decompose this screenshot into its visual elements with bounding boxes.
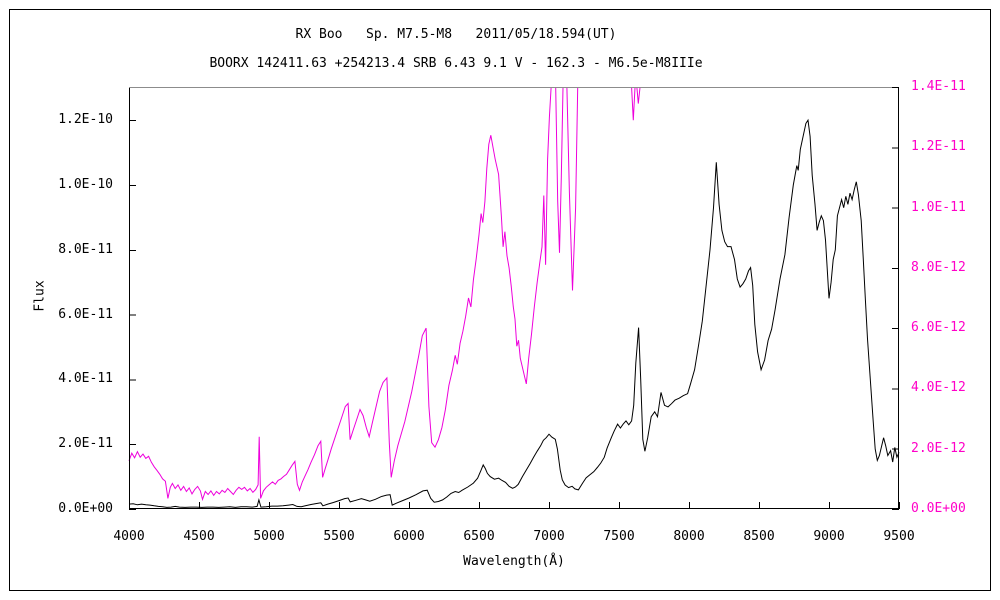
- y-left-tick-label: 1.2E-10: [58, 112, 113, 128]
- x-axis-tick-label: 7500: [603, 529, 635, 544]
- x-axis-tick-label: 9500: [883, 529, 915, 544]
- y-left-tick-label: 4.0E-11: [58, 371, 113, 387]
- plot-frame: [129, 87, 899, 509]
- x-axis-tick-label: 5500: [323, 529, 355, 544]
- x-axis-tick-label: 5000: [253, 529, 285, 544]
- spectrum-flux-magnified-right-axis-line: [128, 87, 641, 502]
- y-right-tick-label: 0.0E+00: [911, 501, 966, 516]
- outer-border: [9, 9, 991, 591]
- y-right-tick-label: 8.0E-12: [911, 259, 966, 275]
- x-axis-tick-label: 6000: [393, 529, 425, 544]
- y-right-tick-label: 4.0E-12: [911, 380, 966, 396]
- y-right-tick-label: 2.0E-12: [911, 440, 966, 456]
- y-left-tick-label: 0.0E+00: [58, 501, 113, 516]
- y-left-tick-label: 1.0E-10: [58, 177, 113, 192]
- y-left-tick-label: 8.0E-11: [58, 241, 113, 257]
- y-left-tick-label: 2.0E-11: [58, 436, 113, 452]
- x-axis-tick-label: 4000: [113, 529, 145, 544]
- spectrum-flux-left-axis-line: [128, 118, 900, 508]
- y-left-tick-label: 6.0E-11: [58, 306, 113, 322]
- y-right-tick-label: 6.0E-12: [911, 320, 966, 336]
- x-axis-tick-label: 8000: [673, 529, 705, 544]
- x-axis-title: Wavelength(Å): [463, 554, 565, 569]
- axis-ticks: [129, 87, 900, 510]
- x-axis-tick-label: 8500: [743, 529, 775, 544]
- x-axis-tick-label: 4500: [183, 529, 215, 544]
- x-axis-tick-label: 9000: [813, 529, 845, 544]
- y-right-tick-label: 1.2E-11: [911, 139, 966, 155]
- y-right-tick-label: 1.4E-11: [911, 79, 966, 94]
- chart-title-line2: BOORX 142411.63 +254213.4 SRB 6.43 9.1 V…: [209, 56, 703, 71]
- chart-title-line1: RX Boo Sp. M7.5-M8 2011/05/18.594(UT): [295, 27, 617, 42]
- x-axis-tick-label: 6500: [463, 529, 495, 544]
- x-axis-tick-label: 7000: [533, 529, 565, 544]
- y-right-tick-label: 1.0E-11: [911, 199, 966, 215]
